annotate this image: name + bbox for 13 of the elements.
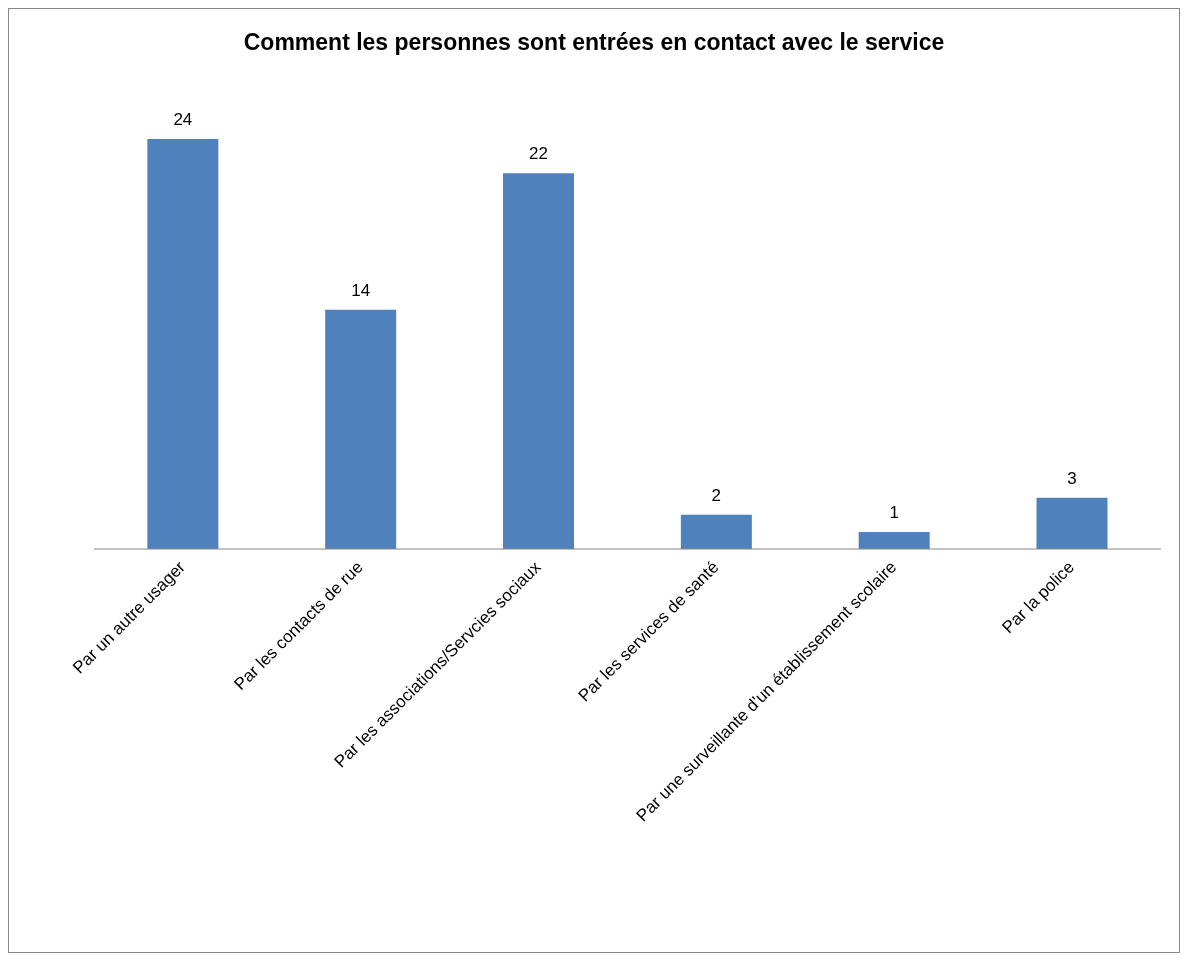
bar bbox=[503, 173, 575, 549]
data-label: 1 bbox=[889, 502, 899, 522]
bar bbox=[147, 139, 219, 549]
data-label: 14 bbox=[351, 280, 371, 300]
data-label: 22 bbox=[529, 144, 548, 164]
bar bbox=[680, 514, 752, 549]
bar bbox=[858, 531, 930, 549]
data-label: 24 bbox=[173, 110, 193, 129]
bar bbox=[1036, 497, 1108, 549]
bar bbox=[325, 309, 397, 549]
chart-title: Comment les personnes sont entrées en contact avec le service bbox=[242, 28, 946, 57]
data-label: 3 bbox=[1067, 468, 1077, 488]
data-label: 2 bbox=[711, 485, 722, 505]
